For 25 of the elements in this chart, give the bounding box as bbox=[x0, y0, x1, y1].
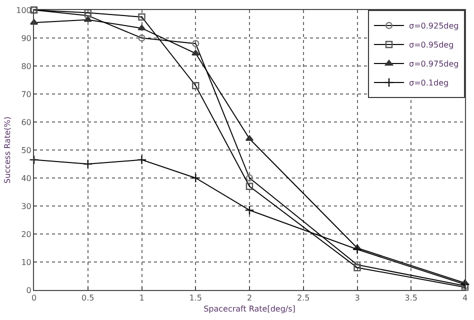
x-tick-label: 0.5 bbox=[82, 294, 94, 303]
legend-label: σ=0.1deg bbox=[409, 78, 449, 88]
x-tick-label: 3.5 bbox=[404, 294, 418, 303]
x-tick-label: 2.5 bbox=[297, 294, 310, 303]
x-tick-label: 4 bbox=[462, 294, 468, 303]
y-tick-label: 0 bbox=[26, 286, 32, 295]
y-tick-label: 30 bbox=[21, 202, 32, 211]
y-tick-label: 40 bbox=[21, 174, 32, 183]
y-tick-label: 50 bbox=[21, 146, 32, 155]
legend-label: σ=0.95deg bbox=[409, 40, 454, 50]
y-tick-label: 10 bbox=[21, 258, 32, 267]
y-tick-label: 100 bbox=[16, 6, 32, 15]
y-tick-label: 60 bbox=[21, 118, 32, 127]
x-tick-label: 1.5 bbox=[189, 294, 202, 303]
y-tick-label: 90 bbox=[21, 34, 32, 43]
x-tick-label: 1 bbox=[139, 294, 144, 303]
y-tick-label: 70 bbox=[21, 90, 32, 99]
y-axis-title: Success Rate(%) bbox=[2, 116, 12, 184]
x-tick-label: 3 bbox=[354, 294, 360, 303]
y-tick-label: 80 bbox=[21, 62, 32, 71]
x-tick-label: 2 bbox=[246, 294, 252, 303]
y-tick-label: 20 bbox=[21, 230, 32, 239]
x-axis-title: Spacecraft Rate[deg/s] bbox=[204, 304, 296, 314]
legend-label: σ=0.975deg bbox=[409, 60, 459, 69]
legend-label: σ=0.925deg bbox=[409, 22, 459, 31]
